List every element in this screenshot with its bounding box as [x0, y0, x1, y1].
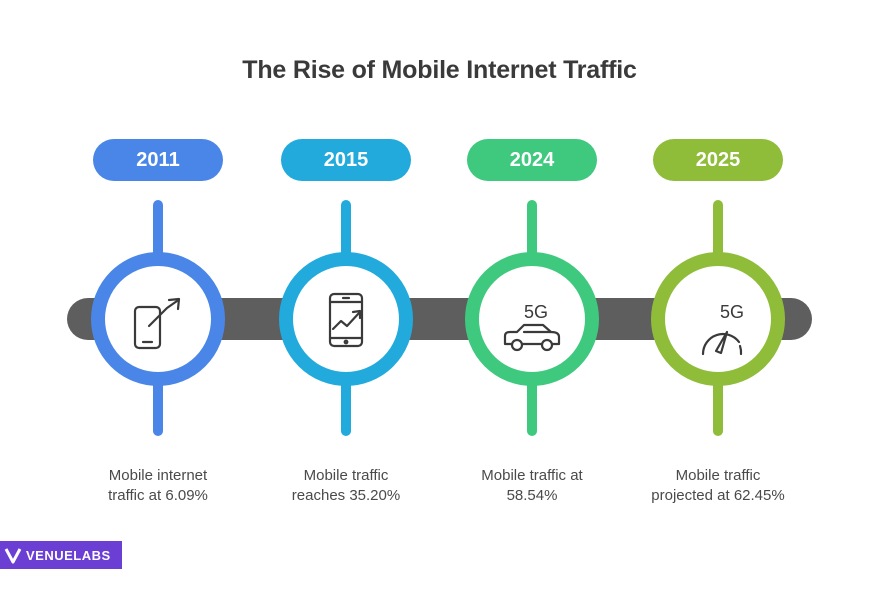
description-line: Mobile traffic [675, 467, 761, 484]
milestone-node-2011 [91, 252, 225, 386]
venuelabs-logo: VENUE LABS [0, 541, 122, 569]
milestone-description-2015: Mobile traffic reaches 35.20% [251, 466, 441, 506]
description-line: traffic at 6.09% [108, 487, 208, 504]
milestone-stem-bottom [713, 378, 723, 436]
5g-speedometer-icon: 5G [665, 266, 771, 372]
year-pill-2025: 2025 [653, 139, 783, 181]
year-pill-2024: 2024 [467, 139, 597, 181]
description-line: Mobile traffic [303, 467, 389, 484]
milestone-node-2024: 5G [465, 252, 599, 386]
5g-label: 5G [524, 302, 548, 322]
5g-car-icon: 5G [479, 266, 585, 372]
smartphone-chart-icon [293, 266, 399, 372]
milestone-stem-bottom [527, 378, 537, 436]
description-line: 58.54% [506, 487, 558, 504]
milestone-stem-top [341, 200, 351, 260]
5g-label: 5G [720, 302, 744, 322]
milestone-stem-bottom [153, 378, 163, 436]
page-title: The Rise of Mobile Internet Traffic [242, 56, 637, 84]
description-line: Mobile traffic at [481, 467, 583, 484]
description-line: Mobile internet [108, 467, 208, 484]
brand-name-part1: VENUE [26, 547, 74, 563]
description-line: reaches 35.20% [291, 487, 401, 504]
milestone-node-2025: 5G [651, 252, 785, 386]
year-pill-2011: 2011 [93, 139, 223, 181]
milestone-description-2024: Mobile traffic at 58.54% [437, 466, 627, 506]
year-pill-2015: 2015 [281, 139, 411, 181]
milestone-stem-top [713, 200, 723, 260]
brand-name-part2: LABS [73, 547, 111, 563]
description-line: projected at 62.45% [651, 487, 785, 504]
venuelabs-mark-icon [4, 548, 22, 564]
milestone-description-2025: Mobile traffic projected at 62.45% [623, 466, 813, 506]
phone-growth-icon [105, 266, 211, 372]
milestone-stem-bottom [341, 378, 351, 436]
milestone-node-2015 [279, 252, 413, 386]
milestone-stem-top [527, 200, 537, 260]
milestone-stem-top [153, 200, 163, 260]
milestone-description-2011: Mobile internet traffic at 6.09% [63, 466, 253, 506]
